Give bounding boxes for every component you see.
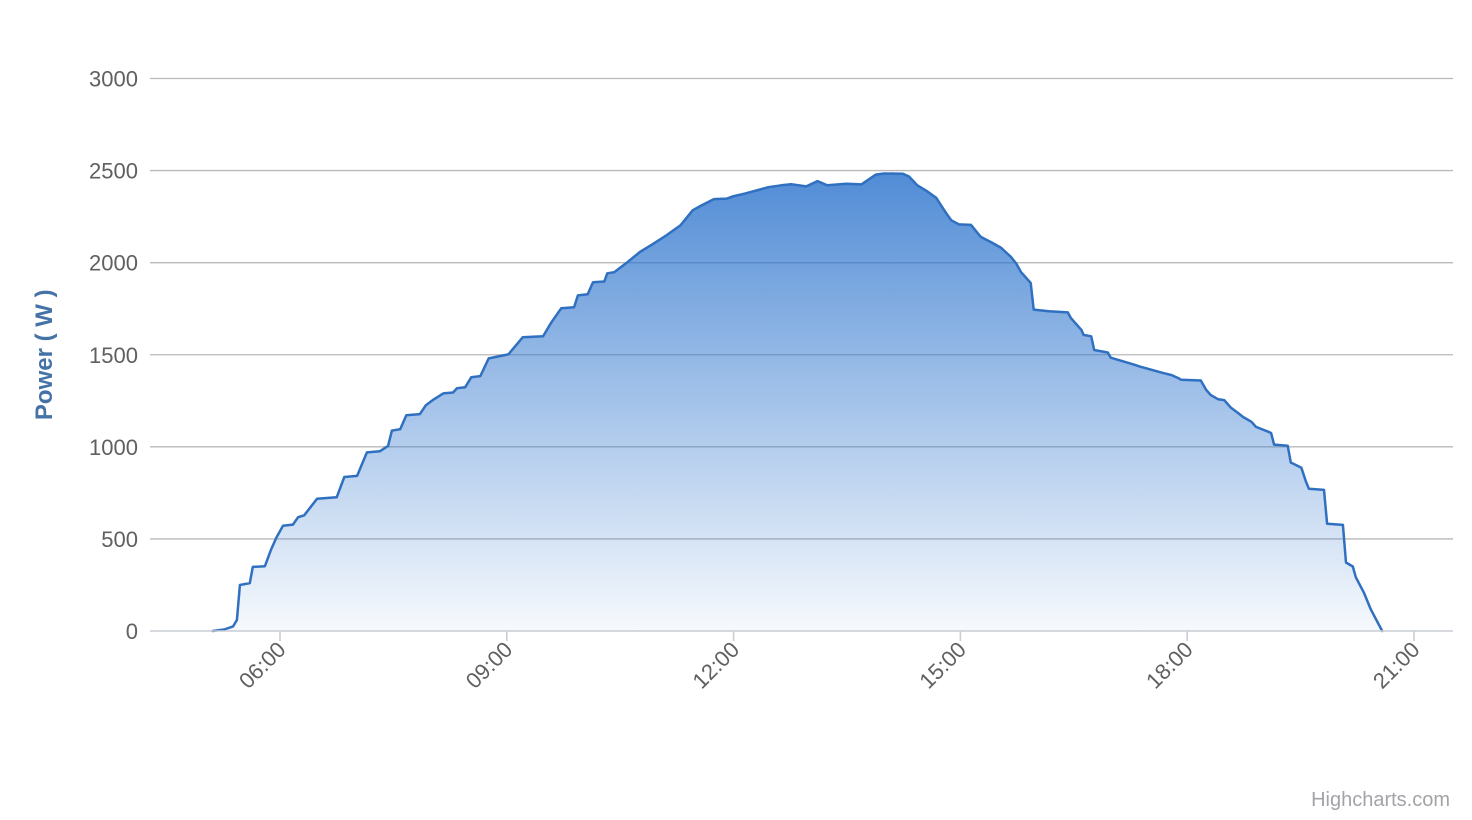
y-axis-label-2500: 2500	[89, 159, 138, 184]
x-axis-label-06:00: 06:00	[234, 637, 291, 694]
y-axis-label-1000: 1000	[89, 435, 138, 460]
x-axis-label-09:00: 09:00	[461, 637, 518, 694]
y-axis-label-1500: 1500	[89, 343, 138, 368]
x-axis-label-12:00: 12:00	[688, 637, 745, 694]
y-axis-label-3000: 3000	[89, 67, 138, 92]
x-axis-label-21:00: 21:00	[1368, 637, 1425, 694]
x-axis-label-15:00: 15:00	[914, 637, 971, 694]
power-series-area	[212, 173, 1383, 631]
power-series-line	[211, 172, 1384, 633]
y-axis-label-2000: 2000	[89, 251, 138, 276]
y-axis-title: Power ( W )	[31, 289, 58, 420]
highcharts-credits-link[interactable]: Highcharts.com	[1311, 789, 1450, 811]
x-axis-label-18:00: 18:00	[1141, 637, 1198, 694]
y-axis-label-500: 500	[101, 527, 138, 552]
y-axis-label-0: 0	[126, 619, 138, 644]
